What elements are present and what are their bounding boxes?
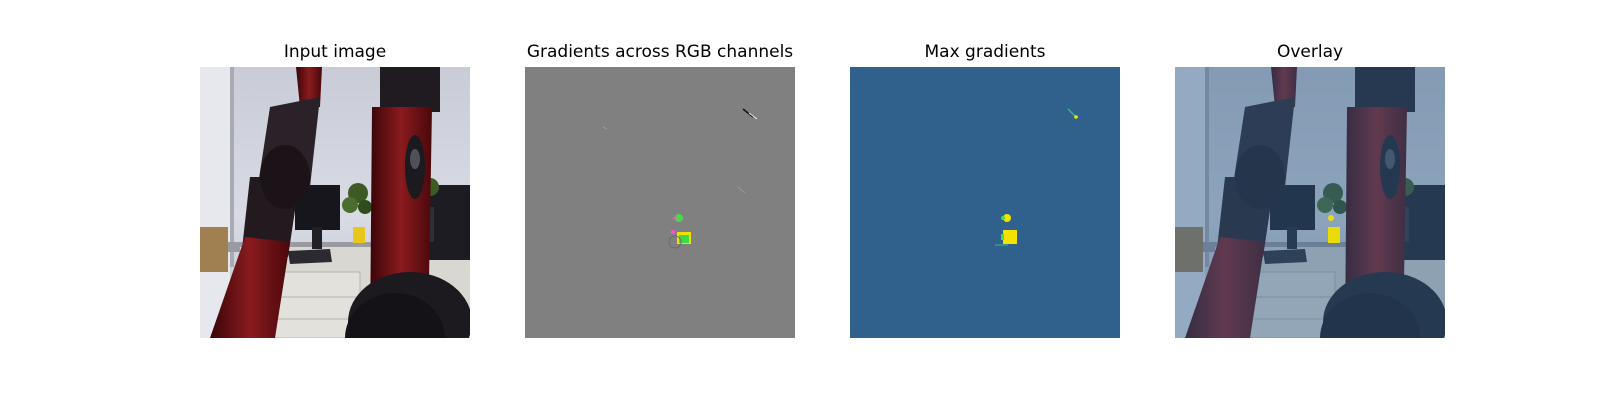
panel-title: Overlay	[1276, 42, 1344, 62]
panel-title: Gradients across RGB channels	[526, 42, 794, 62]
panel-input-image: Input image	[200, 0, 470, 400]
panel-title: Max gradients	[924, 42, 1046, 62]
panel-gradients-rgb: Gradients across RGB channels	[525, 0, 795, 400]
max-gradient-map	[850, 67, 1120, 338]
panel-title: Input image	[283, 42, 387, 62]
panel-max-gradients: Max gradients	[850, 0, 1120, 400]
overlay-image	[1175, 67, 1445, 338]
robot-arms-photo	[200, 67, 470, 338]
gradient-map	[525, 67, 795, 338]
panel-overlay: Overlay	[1175, 0, 1445, 400]
